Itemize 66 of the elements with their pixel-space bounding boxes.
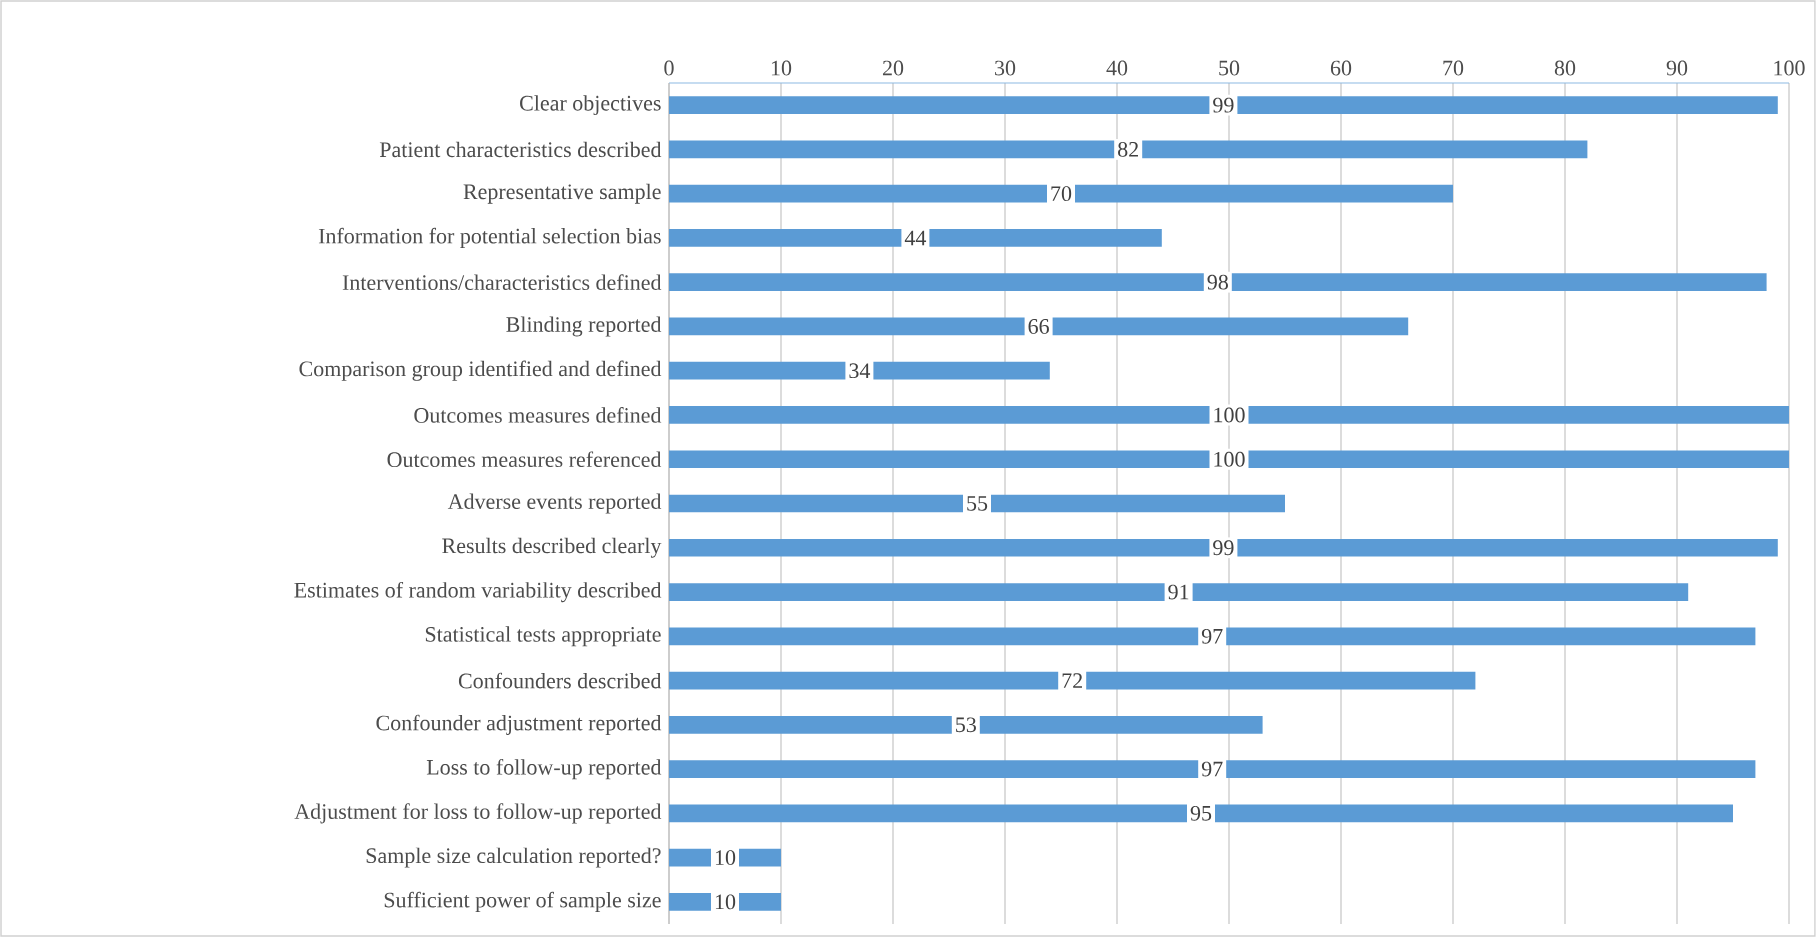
x-tick-label: 70 (1443, 60, 1464, 76)
data-label: 82 (1118, 141, 1138, 157)
bar (669, 140, 1588, 159)
x-tick-label: 30 (995, 60, 1016, 76)
y-tick-label: Sufficient power of sample size (384, 891, 661, 912)
y-tick-label: Loss to follow-up reported (426, 758, 662, 780)
bar (669, 96, 1778, 114)
data-label: 53 (956, 717, 976, 733)
bar (669, 184, 1453, 203)
bar (669, 229, 1162, 247)
x-tick-label: 20 (882, 60, 904, 76)
data-label: 72 (1062, 673, 1082, 688)
data-label: 100 (1214, 451, 1245, 467)
bar (669, 494, 1285, 513)
bar (669, 406, 1789, 424)
x-tick-label: 0 (664, 60, 674, 76)
bar (669, 361, 1050, 380)
data-label: 99 (1213, 540, 1234, 556)
y-tick-label: Results described clearly (442, 537, 662, 558)
data-label: 100 (1214, 407, 1245, 423)
data-label: 10 (715, 894, 736, 910)
bar (669, 715, 1263, 734)
y-tick-label: Confounder adjustment reported (376, 714, 662, 735)
x-tick-label: 10 (771, 60, 792, 76)
y-tick-label: Adjustment for loss to follow-up reported (294, 803, 662, 824)
data-label: 97 (1201, 761, 1223, 777)
bar (669, 273, 1767, 292)
bar (669, 671, 1476, 690)
y-tick-label: Statistical tests appropriate (425, 626, 661, 647)
y-tick-label: Comparison group identified and defined (299, 360, 662, 381)
x-tick-label: 60 (1330, 60, 1352, 76)
y-tick-label: Sample size calculation reported? (366, 847, 661, 868)
bar (669, 627, 1756, 646)
bar (669, 804, 1733, 823)
x-tick-label: 100 (1774, 60, 1805, 76)
bar (669, 450, 1789, 469)
bar (669, 583, 1689, 601)
x-tick-label: 90 (1666, 60, 1688, 76)
data-label: 99 (1213, 97, 1234, 113)
y-tick-label: Representative sample (463, 183, 661, 204)
bar (669, 317, 1409, 336)
y-tick-label: Patient characteristics described (379, 141, 662, 158)
data-label: 91 (1168, 584, 1189, 600)
y-tick-label: Interventions/characteristics defined (342, 274, 662, 291)
y-tick-label: Confounders described (458, 672, 662, 689)
data-label: 97 (1201, 628, 1223, 644)
y-tick-label: Outcomes measures referenced (387, 451, 662, 468)
y-tick-label: Clear objectives (520, 95, 661, 116)
data-label: 98 (1207, 274, 1228, 290)
data-label: 44 (904, 230, 927, 246)
y-tick-label: Estimates of random variability described (294, 581, 662, 603)
data-label: 66 (1028, 319, 1049, 334)
x-tick-label: 50 (1219, 60, 1240, 76)
data-label: 95 (1190, 805, 1212, 821)
x-tick-label: 80 (1554, 60, 1576, 76)
bar (669, 760, 1756, 778)
data-label: 70 (1051, 186, 1072, 202)
data-label: 34 (849, 363, 871, 379)
data-label: 55 (967, 496, 988, 511)
x-tick-label: 40 (1106, 60, 1128, 76)
data-label: 10 (715, 850, 736, 866)
y-tick-label: Information for potential selection bias (318, 227, 661, 249)
y-tick-label: Blinding reported (506, 316, 662, 337)
y-tick-label: Adverse events reported (447, 493, 662, 514)
bar (669, 538, 1778, 557)
y-tick-label: Outcomes measures defined (414, 407, 662, 423)
